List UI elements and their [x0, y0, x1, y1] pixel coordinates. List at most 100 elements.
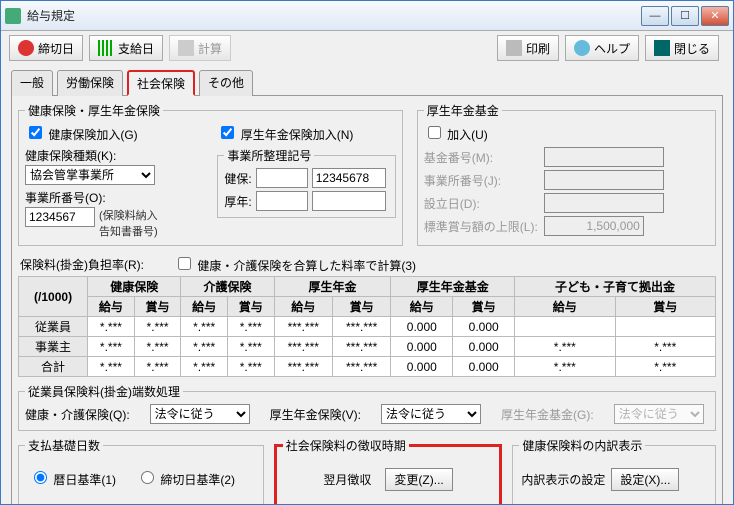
basis-group: 支払基礎日数 暦日基準(1) 締切日基準(2): [18, 437, 264, 504]
kenpo-code-a[interactable]: [256, 168, 308, 188]
rate-cell: *.***: [227, 317, 274, 337]
rate-cell: 0.000: [453, 337, 515, 357]
rate-cell: *.***: [88, 337, 135, 357]
kounen-code-label: 厚年:: [224, 193, 251, 210]
office-no-input[interactable]: [25, 207, 95, 227]
tab-social[interactable]: 社会保険: [127, 70, 195, 96]
fund-office-no-label: 事業所番号(J):: [424, 172, 538, 189]
fund-office-no-input: [544, 170, 664, 190]
row-label-2: 合計: [19, 357, 88, 377]
breakdown-legend: 健康保険料の内訳表示: [519, 437, 645, 454]
health-join-label: 健康保険加入(G): [48, 128, 137, 142]
rate-cell: 0.000: [391, 337, 453, 357]
rate-cell: *.***: [134, 317, 181, 337]
rates-header: 保険料(掛金)負担率(R): 健康・介護保険を合算した料率で計算(3): [20, 254, 716, 274]
table-row: 従業員*.****.****.****.******.******.***0.0…: [19, 317, 716, 337]
kenpo-code-b[interactable]: [312, 168, 386, 188]
rate-cell: *.***: [134, 337, 181, 357]
fund-group: 厚生年金基金 加入(U) 基金番号(M): 事業所番号(J): 設立日(D): …: [417, 102, 716, 246]
payday-icon: [98, 40, 114, 56]
combine-checkbox[interactable]: 健康・介護保険を合算した料率で計算(3): [174, 254, 416, 274]
rates-subheader: 賞与: [134, 297, 181, 317]
calc-icon: [178, 40, 194, 56]
rate-cell: *.***: [181, 317, 228, 337]
rate-cell: ***.***: [274, 317, 332, 337]
print-icon: [506, 40, 522, 56]
help-label: ヘルプ: [594, 40, 630, 57]
rate-cell: ***.***: [274, 337, 332, 357]
fund-limit-label: 標準賞与額の上限(L):: [424, 218, 538, 235]
office-code-group: 事業所整理記号 健保: 厚年:: [217, 147, 395, 218]
rate-cell: 0.000: [453, 357, 515, 377]
tab-other[interactable]: その他: [199, 70, 253, 96]
row-label-0: 従業員: [19, 317, 88, 337]
health-join-checkbox[interactable]: 健康保険加入(G): [25, 128, 138, 142]
help-button[interactable]: ヘルプ: [565, 35, 639, 61]
content: 一般 労働保険 社会保険 その他 健康保険・厚生年金保険 健康保険加入(G) 健…: [1, 65, 733, 504]
breakdown-settings-button[interactable]: 設定(X)...: [611, 468, 679, 491]
rates-group-0: 健康保険: [88, 277, 181, 297]
rates-subheader: 賞与: [453, 297, 515, 317]
rate-cell: *.***: [615, 357, 716, 377]
table-row: 合計*.****.****.****.******.******.***0.00…: [19, 357, 716, 377]
fund-no-input: [544, 147, 664, 167]
basis-opt2[interactable]: 締切日基準(2): [136, 468, 235, 488]
app-icon: [5, 8, 21, 24]
rounding-pension-select[interactable]: 法令に従う: [381, 404, 481, 424]
deadline-button[interactable]: 締切日: [9, 35, 83, 61]
rate-cell: ***.***: [332, 317, 390, 337]
rates-table: (/1000) 健康保険 介護保険 厚生年金 厚生年金基金 子ども・子育て拠出金…: [18, 276, 716, 377]
rates-subheader: 賞与: [332, 297, 390, 317]
window-title: 給与規定: [27, 7, 639, 24]
rounding-health-label: 健康・介護保険(Q):: [25, 406, 130, 423]
pension-join-checkbox[interactable]: 厚生年金保険加入(N): [217, 128, 353, 142]
rates-group-4: 子ども・子育て拠出金: [515, 277, 716, 297]
rate-cell: *.***: [134, 357, 181, 377]
breakdown-label: 内訳表示の設定: [521, 471, 605, 488]
rates-subheader: 給与: [515, 297, 615, 317]
pension-join-label: 厚生年金保険加入(N): [241, 128, 354, 142]
table-row: 事業主*.****.****.****.******.******.***0.0…: [19, 337, 716, 357]
rate-cell: 0.000: [391, 357, 453, 377]
rounding-fund-label: 厚生年金基金(G):: [501, 406, 594, 423]
health-pension-group: 健康保険・厚生年金保険 健康保険加入(G) 健康保険種類(K): 協会管掌事業所…: [18, 102, 403, 246]
rates-group-3: 厚生年金基金: [391, 277, 515, 297]
health-type-select[interactable]: 協会管掌事業所: [25, 165, 155, 185]
rates-group-2: 厚生年金: [274, 277, 391, 297]
office-no-note: (保険料納入告知書番号): [99, 207, 158, 239]
rate-cell: 0.000: [453, 317, 515, 337]
rate-cell: *.***: [88, 317, 135, 337]
tab-labor[interactable]: 労働保険: [57, 70, 123, 96]
deadline-icon: [18, 40, 34, 56]
basis-legend: 支払基礎日数: [25, 437, 103, 454]
close-window-button[interactable]: ✕: [701, 6, 729, 26]
kounen-code-a[interactable]: [256, 191, 308, 211]
print-button[interactable]: 印刷: [497, 35, 559, 61]
close-icon: [654, 40, 670, 56]
collect-group: 社会保険料の徴収時期 翌月徴収 変更(Z)...: [274, 437, 503, 504]
collect-change-button[interactable]: 変更(Z)...: [385, 468, 452, 491]
basis-opt1[interactable]: 暦日基準(1): [29, 468, 116, 488]
tab-general[interactable]: 一般: [11, 70, 53, 96]
rounding-health-select[interactable]: 法令に従う: [150, 404, 250, 424]
close-button[interactable]: 閉じる: [645, 35, 719, 61]
office-no-label: 事業所番号(O):: [25, 189, 203, 206]
rates-unit: (/1000): [19, 277, 88, 317]
tab-page: 健康保険・厚生年金保険 健康保険加入(G) 健康保険種類(K): 協会管掌事業所…: [11, 95, 723, 504]
minimize-button[interactable]: —: [641, 6, 669, 26]
toolbar: 締切日 支給日 計算 印刷 ヘルプ 閉じる: [1, 31, 733, 65]
rate-cell: *.***: [227, 357, 274, 377]
maximize-button[interactable]: ☐: [671, 6, 699, 26]
fund-no-label: 基金番号(M):: [424, 149, 538, 166]
rounding-legend: 従業員保険料(掛金)端数処理: [25, 383, 183, 400]
print-label: 印刷: [526, 40, 550, 57]
fund-join-checkbox[interactable]: 加入(U): [424, 128, 488, 142]
rate-cell: *.***: [88, 357, 135, 377]
rounding-group: 従業員保険料(掛金)端数処理 健康・介護保険(Q): 法令に従う 厚生年金保険(…: [18, 383, 716, 431]
rounding-fund-select: 法令に従う: [614, 404, 704, 424]
kounen-code-b[interactable]: [312, 191, 386, 211]
fund-est-date-input: [544, 193, 664, 213]
payday-button[interactable]: 支給日: [89, 35, 163, 61]
collect-value: 翌月徴収: [323, 471, 371, 488]
rate-cell: *.***: [515, 337, 615, 357]
